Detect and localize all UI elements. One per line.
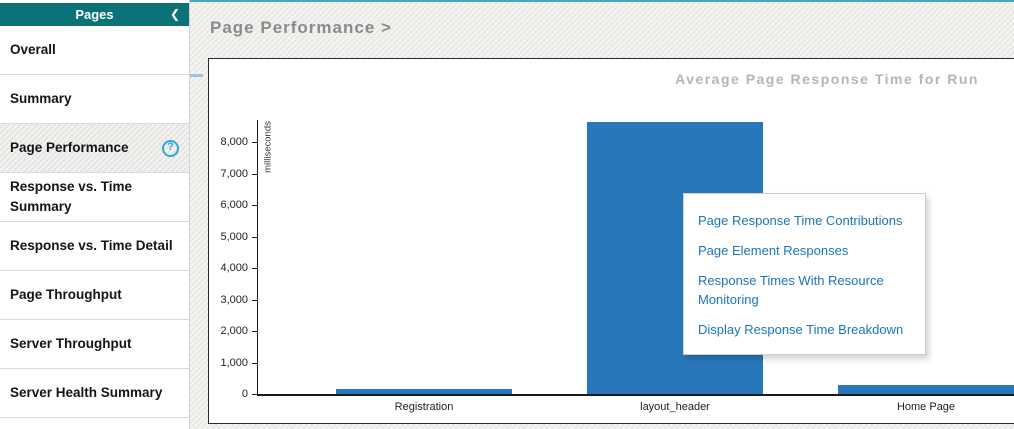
sidebar-item-response-vs-time-detail[interactable]: Response vs. Time Detail [0, 222, 189, 271]
y-tick [252, 236, 257, 238]
y-tick [252, 205, 257, 207]
context-menu-link-page-element-responses[interactable]: Page Element Responses [698, 243, 849, 259]
context-menu: Page Response Time Contributions Page Ele… [683, 193, 926, 355]
y-tick [252, 362, 257, 364]
sidebar-item-overall[interactable]: Overall [0, 26, 189, 75]
y-tick-label: 0 [241, 388, 248, 400]
sidebar-item-label: Page Throughput [10, 287, 122, 303]
y-tick-label: 2,000 [220, 325, 248, 337]
breadcrumb[interactable]: Page Performance > [210, 18, 392, 37]
sidebar-item-page-throughput[interactable]: Page Throughput [0, 271, 189, 320]
y-tick-label: 4,000 [220, 262, 248, 275]
context-menu-link-display-response-time-breakdown[interactable]: Display Response Time Breakdown [698, 321, 904, 337]
collapse-sidebar-icon[interactable]: ❮ [169, 7, 180, 21]
y-tick-label: 1,000 [220, 356, 248, 369]
sidebar-item-response-vs-time-summary[interactable]: Response vs. Time Summary [0, 173, 189, 222]
bar-chart: Average Page Response Time for Run milli… [209, 59, 1014, 423]
sidebar-item-server-health-summary[interactable]: Server Health Summary [0, 369, 189, 418]
x-category-label: Registration [394, 401, 454, 413]
y-tick-label: 7,000 [220, 167, 248, 180]
y-axis [257, 120, 258, 396]
y-tick [252, 268, 257, 270]
bar-registration[interactable] [336, 388, 512, 394]
chart-title: Average Page Response Time for Run [675, 71, 979, 87]
chart-panel: Average Page Response Time for Run milli… [208, 58, 1014, 424]
sidebar-item-server-throughput[interactable]: Server Throughput [0, 320, 189, 369]
help-icon[interactable]: ? [162, 139, 179, 157]
sidebar-item-label: Overall [10, 42, 56, 58]
sidebar-item-label: Response vs. Time Detail [10, 238, 173, 254]
y-tick [252, 331, 257, 332]
y-tick [252, 394, 257, 395]
y-tick-label: 3,000 [220, 293, 248, 306]
context-menu-link-response-times-with-resource-monitoring[interactable]: Response Times With Resource Monitoring [698, 273, 884, 307]
sidebar-item-label: Server Throughput [10, 336, 132, 352]
y-tick [252, 173, 257, 175]
sidebar-header: Pages ❮ [0, 3, 189, 26]
y-tick [252, 299, 257, 301]
sidebar-item-label: Summary [10, 91, 72, 107]
sidebar-item-label: Server Health Summary [10, 385, 163, 401]
sidebar-item-label: Response vs. Time Summary [10, 179, 133, 214]
x-category-label: Home Page [896, 401, 956, 413]
y-tick [252, 142, 257, 144]
sidebar-item-page-performance[interactable]: Page Performance? [0, 124, 189, 173]
y-tick-label: 8,000 [220, 136, 248, 149]
bar-home-page[interactable] [838, 385, 1014, 394]
sidebar: Pages ❮ Overall Summary Page Performance? R… [0, 0, 190, 429]
x-axis [257, 394, 1014, 396]
sidebar-item-summary[interactable]: Summary [0, 75, 189, 124]
sidebar-title: Pages [75, 7, 114, 22]
splitter-handle[interactable] [190, 74, 203, 77]
sidebar-item-label: Page Performance [10, 140, 129, 156]
top-accent-line [190, 0, 1014, 2]
x-category-label: layout_header [640, 401, 710, 413]
y-tick-label: 5,000 [220, 230, 248, 243]
sidebar-nav: Overall Summary Page Performance? Response … [0, 26, 189, 418]
context-menu-link-page-response-time-contributions[interactable]: Page Response Time Contributions [698, 213, 903, 228]
y-axis-label: milliseconds [262, 121, 274, 173]
y-tick-label: 6,000 [220, 199, 248, 212]
